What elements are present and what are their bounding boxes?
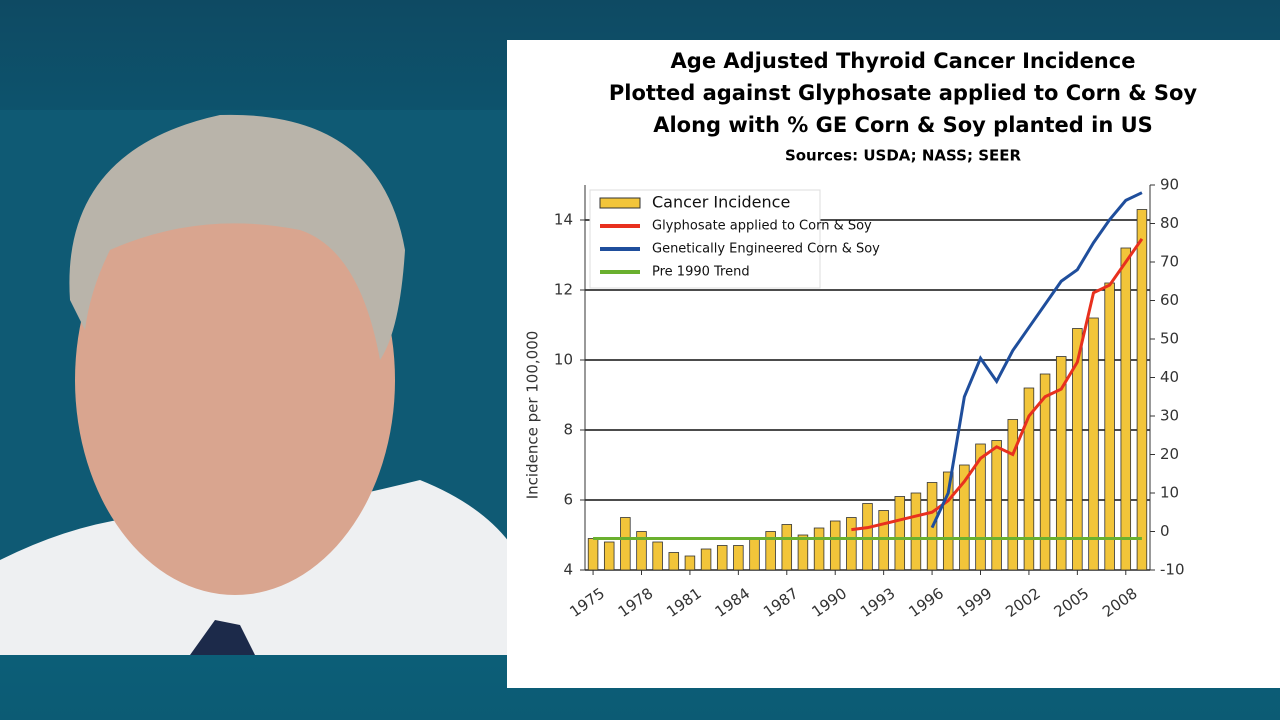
y2-tick-label: -10 — [1160, 561, 1185, 579]
bar — [765, 531, 776, 571]
bar — [878, 510, 889, 571]
bar — [797, 534, 809, 571]
bar — [1055, 356, 1067, 571]
bar — [1136, 209, 1148, 571]
y-tick-label: 6 — [563, 491, 573, 509]
chart-title: Plotted against Glyphosate applied to Co… — [609, 81, 1197, 105]
bar — [910, 492, 922, 571]
bar — [636, 531, 647, 571]
chart-title: Age Adjusted Thyroid Cancer Incidence — [671, 49, 1136, 73]
bar — [959, 464, 970, 571]
y2-tick-label: 80 — [1160, 214, 1179, 232]
bar — [620, 517, 631, 571]
y-axis-label: Incidence per 100,000 — [524, 331, 542, 500]
bar — [862, 503, 873, 571]
y-tick-label: 4 — [563, 561, 573, 579]
y-tick-label: 10 — [554, 351, 573, 369]
bar — [975, 443, 986, 571]
y-tick-label: 14 — [554, 211, 573, 229]
chart-subtitle: Sources: USDA; NASS; SEER — [785, 147, 1022, 165]
y2-tick-label: 50 — [1160, 330, 1179, 348]
bar — [603, 541, 615, 571]
bar — [846, 517, 857, 571]
bar — [829, 520, 841, 571]
presenter — [0, 110, 535, 655]
face — [75, 165, 395, 595]
bar — [813, 527, 825, 571]
bar — [1072, 328, 1083, 571]
bar — [1120, 247, 1132, 571]
legend-label: Glyphosate applied to Corn & Soy — [652, 219, 872, 234]
legend-label: Genetically Engineered Corn & Soy — [652, 242, 880, 257]
y2-tick-label: 0 — [1160, 522, 1170, 540]
y-tick-label: 12 — [554, 281, 573, 299]
bar — [587, 538, 599, 571]
bar — [1023, 387, 1035, 571]
legend-swatch — [599, 197, 641, 209]
y-tick-label: 8 — [563, 421, 573, 439]
y2-tick-label: 40 — [1160, 368, 1179, 386]
bar — [733, 545, 744, 571]
y2-tick-label: 10 — [1160, 484, 1179, 502]
bar — [991, 440, 1002, 571]
y2-tick-label: 20 — [1160, 445, 1179, 463]
legend-label: Pre 1990 Trend — [652, 265, 750, 280]
bar — [716, 545, 728, 571]
bar — [1088, 317, 1099, 571]
chart-panel — [507, 40, 1280, 688]
bar — [942, 471, 954, 571]
bar — [1039, 373, 1051, 571]
hair — [69, 114, 405, 361]
legend-label: Cancer Incidence — [652, 193, 790, 212]
bar — [684, 555, 696, 571]
line — [851, 238, 1144, 532]
bar — [781, 524, 793, 571]
chart-title: Along with % GE Corn & Soy planted in US — [653, 113, 1153, 137]
bar — [894, 496, 906, 571]
bar — [700, 548, 712, 571]
y2-tick-label: 90 — [1160, 176, 1179, 194]
y2-tick-label: 70 — [1160, 253, 1179, 271]
bar — [1104, 282, 1115, 571]
bar — [749, 538, 760, 571]
y2-tick-label: 30 — [1160, 407, 1179, 425]
bar — [1007, 419, 1019, 571]
y2-tick-label: 60 — [1160, 291, 1179, 309]
bar — [652, 541, 663, 571]
line — [930, 191, 1143, 529]
tie — [190, 620, 255, 655]
bar — [668, 552, 680, 571]
